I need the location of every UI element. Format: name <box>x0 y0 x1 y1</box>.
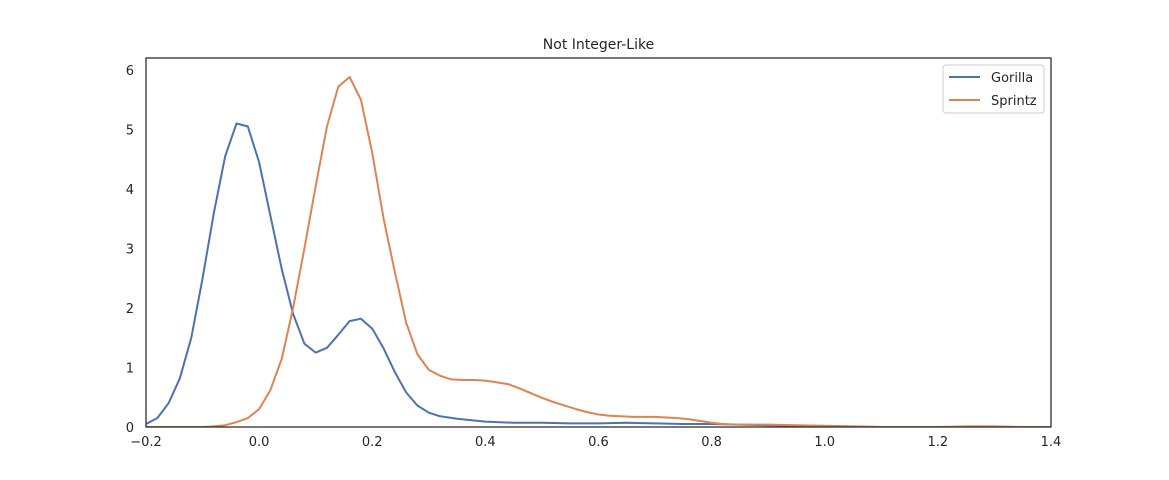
y-tick-label: 6 <box>126 64 134 79</box>
x-tick-label: −0.2 <box>130 435 162 450</box>
y-tick-label: 0 <box>126 421 134 436</box>
x-tick-label: 0.0 <box>249 435 270 450</box>
plot-area <box>146 76 1051 427</box>
x-tick-label: 1.0 <box>814 435 835 450</box>
y-axis: 0 1 2 3 4 5 6 <box>126 64 134 436</box>
legend-label-sprintz: Sprintz <box>991 94 1037 109</box>
y-tick-label: 4 <box>126 183 134 198</box>
series-line-gorilla <box>146 122 1051 427</box>
chart-title: Not Integer-Like <box>543 37 654 53</box>
y-tick-label: 2 <box>126 302 134 317</box>
x-tick-label: 1.4 <box>1041 435 1062 450</box>
x-axis: −0.2 0.0 0.2 0.4 0.6 0.8 1.0 1.2 1.4 <box>130 435 1061 450</box>
series-line-sprintz <box>146 76 1051 427</box>
legend-label-gorilla: Gorilla <box>991 71 1033 86</box>
x-tick-label: 0.4 <box>475 435 496 450</box>
plot-frame <box>145 57 1052 428</box>
legend: Gorilla Sprintz <box>942 64 1045 114</box>
x-tick-label: 0.8 <box>701 435 722 450</box>
x-tick-label: 0.2 <box>362 435 383 450</box>
y-tick-label: 5 <box>126 123 134 138</box>
y-tick-label: 1 <box>126 361 134 376</box>
x-tick-label: 1.2 <box>928 435 949 450</box>
x-tick-label: 0.6 <box>588 435 609 450</box>
y-tick-label: 3 <box>126 242 134 257</box>
